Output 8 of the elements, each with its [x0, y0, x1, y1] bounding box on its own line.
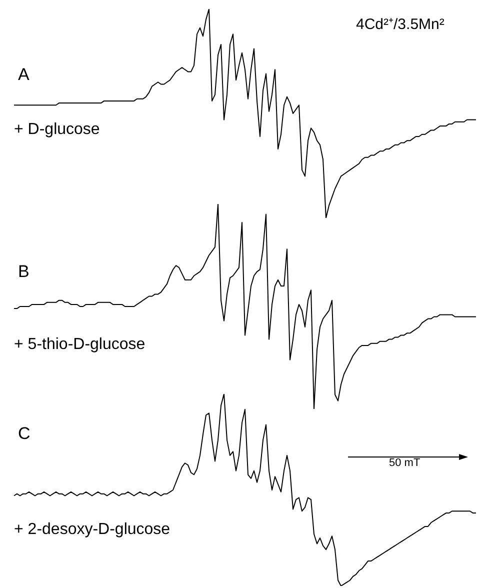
annotation: A	[18, 65, 30, 84]
annotation: C	[18, 424, 30, 443]
annotation: + 5-thio-D-glucose	[14, 336, 146, 353]
annotation: + D-glucose	[14, 121, 100, 138]
annotation: 4Cd²⁺/3.5Mn²	[356, 16, 444, 33]
annotation: B	[18, 262, 30, 281]
annotation: 50 mT	[389, 457, 420, 469]
annotation: + 2-desoxy-D-glucose	[14, 521, 170, 538]
